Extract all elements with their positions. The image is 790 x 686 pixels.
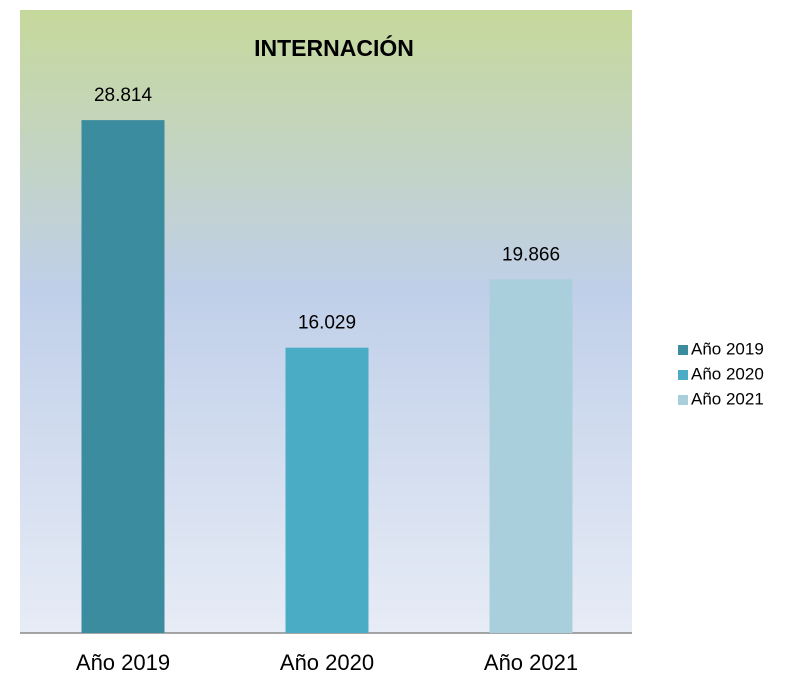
data-label: 19.866 — [502, 244, 560, 265]
bar — [489, 279, 573, 633]
x-tick-label: Año 2020 — [280, 650, 374, 675]
x-tick-label: Año 2021 — [484, 650, 578, 675]
bar — [285, 347, 369, 633]
data-label: 28.814 — [94, 85, 153, 106]
data-label: 16.029 — [298, 313, 356, 334]
legend-swatch — [678, 395, 688, 405]
bar — [81, 120, 165, 634]
legend-label: Año 2019 — [691, 339, 764, 358]
x-tick-label: Año 2019 — [76, 650, 170, 675]
legend-swatch — [678, 370, 688, 380]
chart-title: INTERNACIÓN — [254, 34, 414, 61]
legend-label: Año 2020 — [691, 364, 764, 383]
legend-label: Año 2021 — [691, 389, 764, 408]
legend-swatch — [678, 345, 688, 355]
